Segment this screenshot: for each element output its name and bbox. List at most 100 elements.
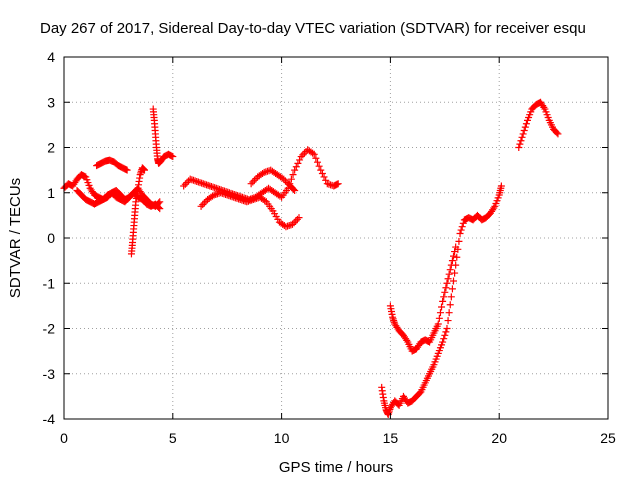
data-point-sample <box>435 314 443 322</box>
data-point-sample <box>281 177 289 185</box>
data-point-sample <box>436 309 444 317</box>
data-point <box>515 144 523 151</box>
data-point <box>295 214 303 222</box>
y-tick-label: -4 <box>43 411 56 427</box>
x-tick-label: 5 <box>169 430 177 446</box>
series-arc-c <box>93 156 131 174</box>
y-tick-label: 4 <box>47 49 55 65</box>
data-point-sample <box>442 328 450 336</box>
data-point <box>180 182 188 190</box>
data-point-sample <box>521 123 529 131</box>
data-point-sample <box>440 335 448 343</box>
data-point-sample <box>455 237 463 245</box>
x-tick-label: 0 <box>60 430 68 446</box>
data-point-sample <box>446 266 454 274</box>
data-point <box>247 180 255 188</box>
data-point-sample <box>403 336 411 344</box>
data-point-sample <box>540 103 548 111</box>
x-tick-label: 20 <box>491 430 507 446</box>
data-point-sample <box>314 158 322 166</box>
data-point-sample <box>292 217 300 225</box>
data-point-sample <box>518 133 526 141</box>
data-point-sample <box>155 203 163 211</box>
data-point-sample <box>199 201 207 209</box>
data-point-sample <box>440 293 448 301</box>
data-point-sample <box>459 219 467 227</box>
series-arc-i <box>378 182 505 418</box>
y-tick-label: 0 <box>47 230 55 246</box>
data-point <box>297 153 305 161</box>
data-point-sample <box>441 331 449 339</box>
y-tick-label: 2 <box>47 140 55 156</box>
series-arc-b <box>73 186 164 213</box>
x-tick-label: 15 <box>383 430 399 446</box>
data-point-sample <box>457 226 465 234</box>
data-point <box>439 297 447 305</box>
data-point-sample <box>451 248 459 256</box>
data-point-sample <box>309 149 317 157</box>
data-point-sample <box>490 204 498 212</box>
data-point-sample <box>261 197 269 205</box>
data-point <box>554 130 562 138</box>
data-point-sample <box>442 284 450 292</box>
data-point-sample <box>290 219 298 227</box>
data-points <box>60 98 562 418</box>
data-point <box>443 279 451 287</box>
data-point <box>434 320 442 328</box>
data-point-sample <box>200 199 208 207</box>
data-point-sample <box>312 154 320 162</box>
data-point-sample <box>292 163 300 171</box>
series-arc-g <box>197 189 303 231</box>
data-point-sample <box>296 156 304 164</box>
data-point-sample <box>451 269 459 277</box>
data-point <box>497 182 505 190</box>
y-tick-label: 3 <box>47 94 55 110</box>
data-point-sample <box>448 285 456 293</box>
data-point <box>141 166 149 174</box>
data-point <box>447 293 455 301</box>
data-point-sample <box>441 288 449 296</box>
data-point-sample <box>287 175 295 183</box>
series-arc-j <box>386 243 460 355</box>
data-point-sample <box>300 149 308 157</box>
data-point-sample <box>450 277 458 285</box>
data-point-sample <box>438 303 446 311</box>
data-point <box>334 180 342 188</box>
data-point <box>447 261 455 269</box>
data-point-sample <box>315 162 323 170</box>
data-point-sample <box>448 257 456 265</box>
grid <box>64 57 608 419</box>
data-point <box>169 153 177 161</box>
data-point <box>280 175 288 183</box>
data-point <box>452 243 460 251</box>
chart-title: Day 267 of 2017, Sidereal Day-to-day VTE… <box>40 20 586 37</box>
y-tick-label: -2 <box>43 321 56 337</box>
data-point-sample <box>276 192 284 200</box>
data-point-sample <box>553 129 561 137</box>
x-axis-label: GPS time / hours <box>279 459 393 476</box>
data-point <box>291 186 299 194</box>
data-point-sample <box>294 159 302 167</box>
data-point <box>317 166 325 174</box>
data-point <box>156 205 164 213</box>
data-point <box>443 325 451 332</box>
data-point-sample <box>259 170 267 178</box>
y-tick-label: 1 <box>47 185 55 201</box>
data-point-sample <box>517 137 525 145</box>
axis-tick-labels: 0 5 10 15 20 25 -4 -3 -2 -1 0 1 2 3 4 <box>43 49 616 446</box>
data-point-sample <box>318 170 326 178</box>
series-arc-d <box>127 164 149 258</box>
data-point-sample <box>444 317 452 325</box>
data-point-sample <box>250 176 258 184</box>
data-point <box>456 229 464 237</box>
series-arc-h <box>247 166 299 194</box>
data-point <box>197 202 205 210</box>
data-point <box>156 198 164 206</box>
data-point-sample <box>293 215 301 223</box>
data-point-sample <box>444 275 452 283</box>
data-point <box>123 166 131 174</box>
data-point-sample <box>522 120 530 128</box>
data-point-sample <box>445 309 453 317</box>
data-point-sample <box>181 180 189 188</box>
y-axis-label: SDTVAR / TECUs <box>7 178 24 298</box>
